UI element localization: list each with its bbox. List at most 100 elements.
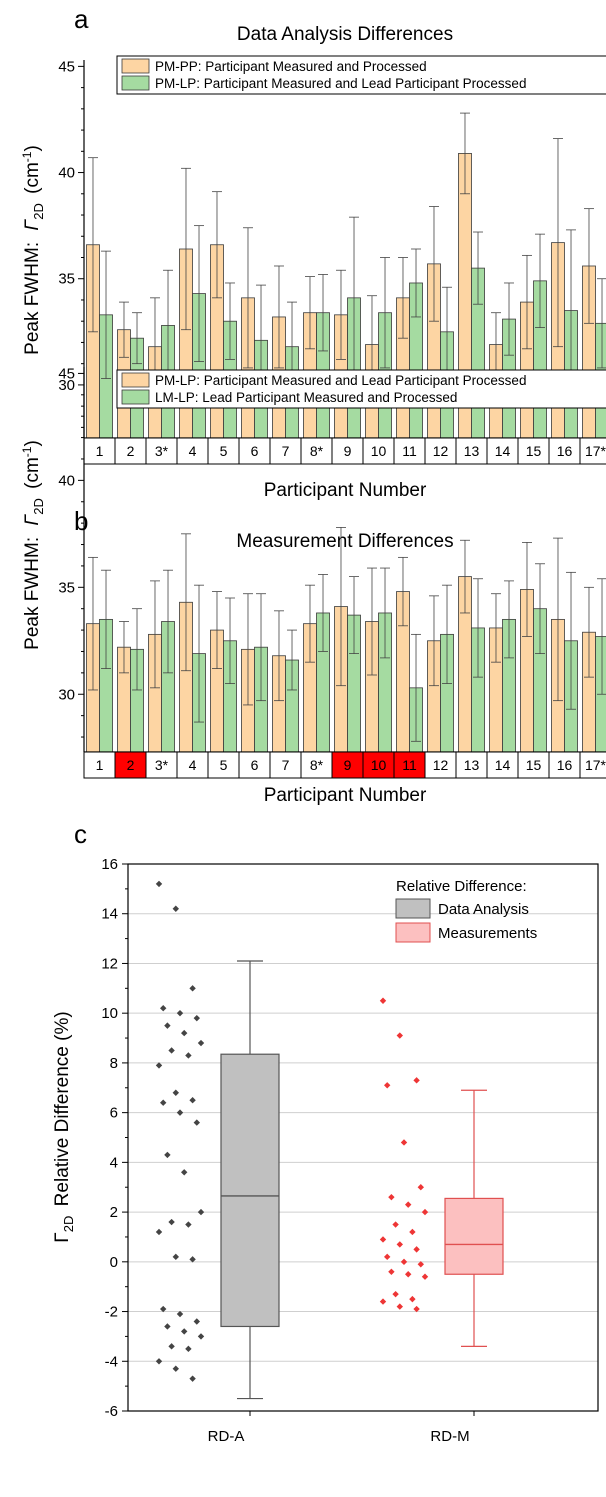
panel-a-ylabel-sub: 2D (31, 203, 46, 220)
b-ytick-label: 35 (58, 579, 75, 596)
c-point-RD-A (168, 1047, 175, 1054)
b-cell-label-3*: 3* (155, 757, 169, 773)
b-cell-17* (579, 751, 606, 779)
a-cell-label-14: 14 (495, 443, 511, 459)
b-cell-label-1: 1 (96, 757, 104, 773)
a-cell-label-17*: 17* (585, 443, 606, 459)
panel-b-ylabel-sub: 2D (31, 498, 46, 515)
b-cell-label-8*: 8* (310, 757, 324, 773)
c-point-RD-M (379, 1236, 387, 1243)
a-ytick-label: 30 (58, 377, 75, 394)
c-point-RD-A (181, 1328, 188, 1335)
a-legend-label-1: PM-PP: Participant Measured and Processe… (155, 59, 427, 74)
c-ytick-label: 16 (101, 856, 118, 873)
c-point-RD-M (396, 1303, 403, 1310)
panel-b-title: Measurement Differences (236, 531, 453, 552)
c-point-RD-A (155, 1358, 163, 1365)
b-cell-label-6: 6 (251, 757, 259, 773)
a-cell-label-15: 15 (526, 443, 542, 459)
a-cell-5 (207, 437, 240, 465)
panel-b-letter: b (74, 506, 88, 536)
panel-b-ylabel-unit-post: ) (22, 440, 43, 446)
b-cell-5 (207, 751, 240, 779)
c-ytick-label: 12 (101, 955, 118, 972)
c-point-RD-M (421, 1273, 429, 1280)
a-ytick-label: 40 (58, 165, 75, 182)
c-point-RD-A (185, 1052, 192, 1059)
c-point-RD-M (379, 997, 387, 1004)
b-cell-8* (300, 751, 333, 779)
c-point-RD-M (417, 1184, 424, 1191)
panel-a-ylabel-symbol: Γ (22, 219, 43, 231)
c-point-RD-A (189, 985, 196, 992)
panel-b-x-axis-label: Participant Number (264, 785, 427, 806)
c-point-RD-M (400, 1139, 408, 1146)
panel-b: b Measurement Differences 30 35 40 45 1 2 3* 4… (20, 365, 606, 806)
c-ytick-label: 2 (110, 1204, 118, 1221)
a-cell-6 (238, 437, 271, 465)
c-ytick-label: 14 (101, 906, 118, 923)
b-cell-label-14: 14 (495, 757, 511, 773)
a-cell-label-2: 2 (127, 443, 135, 459)
a-cell-13 (455, 437, 488, 465)
c-point-RD-A (168, 1218, 175, 1226)
c-point-RD-M (400, 1258, 408, 1266)
a-legend-box (116, 55, 606, 95)
b-cell-9 (331, 751, 364, 779)
c-ytick-label: 4 (110, 1154, 118, 1171)
b-cell-label-2: 2 (127, 757, 135, 773)
c-point-RD-M (392, 1290, 399, 1298)
a-cell-1 (83, 437, 116, 465)
c-point-RD-A (155, 880, 163, 888)
panel-a-ylabel-unit-post: ) (22, 145, 43, 151)
b-ytick-label: 40 (58, 472, 75, 489)
b-cell-label-11: 11 (402, 757, 417, 773)
c-point-RD-A (160, 1099, 167, 1106)
b-cell-label-4: 4 (189, 757, 197, 773)
panel-c-letter: c (74, 819, 87, 849)
panel-b-y-axis-label: Peak FWHM: Γ2D (cm-1) (20, 440, 48, 650)
c-point-RD-M (396, 1241, 403, 1248)
a-cell-4 (176, 437, 209, 465)
c-legend-title: Relative Difference: (396, 878, 527, 895)
c-point-RD-M (384, 1082, 391, 1089)
b-ytick-label: 45 (58, 365, 75, 382)
b-ytick-label: 30 (58, 686, 75, 703)
b-legend-label-1: PM-LP: Participant Measured and Lead Par… (155, 373, 526, 388)
c-point-RD-A (197, 1333, 205, 1340)
a-cell-8* (300, 437, 333, 465)
c-ytick-label: -6 (105, 1403, 118, 1420)
c-point-RD-A (160, 1005, 167, 1012)
b-legend-swatch-1 (121, 372, 150, 388)
b-cell-15 (517, 751, 550, 779)
c-point-RD-A (197, 1039, 205, 1047)
panel-c-ylabel-sub: 2D (61, 1216, 76, 1233)
c-point-RD-M (417, 1261, 424, 1268)
panel-c: c -6 -4 -2 0 2 4 6 8 10 12 14 16 RD-A RD-M Relative D… (52, 819, 599, 1445)
panel-a-y-axis-label: Peak FWHM: Γ2D (cm-1) (20, 145, 48, 355)
panel-b-bars (86, 527, 606, 753)
c-point-RD-M (405, 1201, 412, 1208)
panel-b-ylabel-unit-pre: (cm (22, 457, 43, 489)
a-cell-12 (424, 437, 457, 465)
b-cell-11 (393, 751, 426, 779)
panel-a-ylabel-prefix: Peak FWHM: (22, 242, 43, 355)
panel-b-ylabel-sup: -1 (20, 446, 34, 457)
b-cell-4 (176, 751, 209, 779)
c-point-RD-M (409, 1295, 416, 1303)
c-point-RD-A (176, 1109, 184, 1116)
a-cell-label-10: 10 (371, 443, 387, 459)
b-cell-label-16: 16 (557, 757, 573, 773)
panel-b-ylabel-symbol: Γ (22, 514, 43, 526)
c-ytick-label: 10 (101, 1005, 118, 1022)
c-point-RD-M (413, 1246, 420, 1253)
a-cell-label-1: 1 (96, 443, 104, 459)
c-point-RD-A (172, 905, 179, 912)
a-cell-label-8*: 8* (310, 443, 324, 459)
c-point-RD-A (176, 1310, 184, 1318)
c-box-RD-M (444, 1197, 504, 1275)
b-legend-box (116, 369, 606, 409)
a-cell-label-4: 4 (189, 443, 197, 459)
